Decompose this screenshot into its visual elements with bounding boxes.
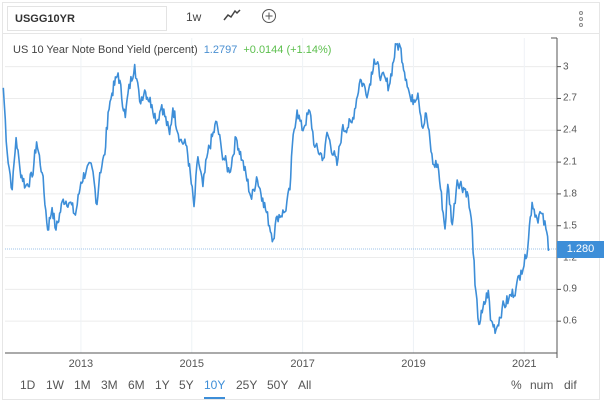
range-button-3m[interactable]: 3M bbox=[101, 378, 118, 392]
interval-button[interactable]: 1w bbox=[186, 10, 202, 24]
series-title: US 10 Year Note Bond Yield (percent) bbox=[13, 44, 198, 56]
mode-button-1[interactable]: num bbox=[530, 378, 554, 392]
y-tick-label: 0.6 bbox=[563, 315, 577, 327]
range-button-6m[interactable]: 6M bbox=[128, 378, 145, 392]
divider bbox=[3, 33, 600, 34]
range-button-25y[interactable]: 25Y bbox=[236, 378, 258, 392]
y-tick-label: 0.9 bbox=[563, 283, 577, 295]
x-tick-label: 2021 bbox=[512, 358, 537, 370]
plus-circle-icon[interactable] bbox=[261, 8, 277, 27]
y-tick-label: 2.4 bbox=[563, 124, 577, 136]
mode-button-0[interactable]: % bbox=[511, 378, 522, 392]
range-button-1w[interactable]: 1W bbox=[46, 378, 64, 392]
range-button-all[interactable]: All bbox=[298, 378, 312, 392]
x-tick-label: 2017 bbox=[290, 358, 315, 370]
x-tick-label: 2015 bbox=[179, 358, 205, 370]
x-tick-label: 2019 bbox=[401, 358, 426, 370]
range-button-10y[interactable]: 10Y bbox=[204, 378, 226, 399]
widget-frame bbox=[2, 2, 600, 400]
series-value: 1.2797 bbox=[203, 44, 238, 56]
range-button-1m[interactable]: 1M bbox=[74, 378, 91, 392]
mode-button-2[interactable]: dif bbox=[564, 378, 577, 392]
y-tick-label: 3 bbox=[563, 61, 569, 73]
last-price-label: 1.280 bbox=[557, 241, 604, 258]
symbol-input[interactable]: USGG10YR bbox=[7, 6, 167, 31]
y-tick-label: 2.1 bbox=[563, 156, 577, 168]
series-change: +0.0144 (+1.14%) bbox=[243, 44, 332, 56]
y-tick-label: 2.7 bbox=[563, 92, 577, 104]
vertical-dots-icon[interactable] bbox=[578, 11, 584, 30]
range-button-5y[interactable]: 5Y bbox=[179, 378, 194, 392]
chart-header: US 10 Year Note Bond Yield (percent) 1.27… bbox=[13, 44, 331, 56]
x-tick-label: 2013 bbox=[68, 358, 94, 370]
series-line bbox=[2, 42, 550, 335]
range-button-1d[interactable]: 1D bbox=[20, 378, 36, 392]
range-button-1y[interactable]: 1Y bbox=[155, 378, 170, 392]
y-tick-label: 1.5 bbox=[563, 220, 577, 232]
range-button-50y[interactable]: 50Y bbox=[267, 378, 289, 392]
y-tick-label: 1.8 bbox=[563, 188, 577, 200]
line-chart-icon[interactable] bbox=[223, 8, 241, 25]
